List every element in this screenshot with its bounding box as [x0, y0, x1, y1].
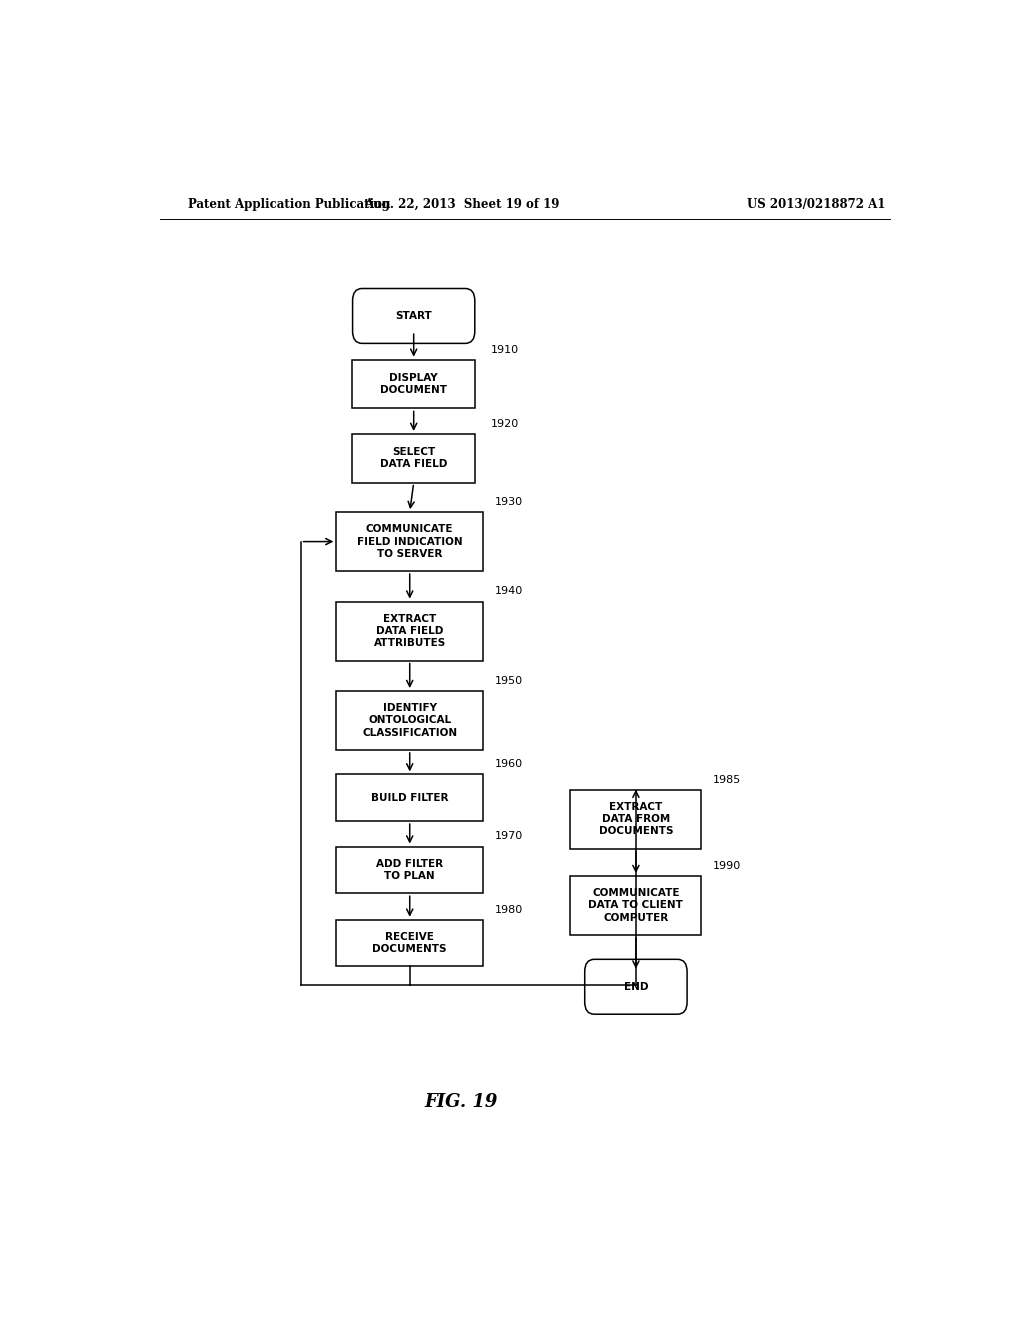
Text: EXTRACT
DATA FROM
DOCUMENTS: EXTRACT DATA FROM DOCUMENTS: [599, 801, 673, 837]
Text: ADD FILTER
TO PLAN: ADD FILTER TO PLAN: [376, 859, 443, 880]
Text: RECEIVE
DOCUMENTS: RECEIVE DOCUMENTS: [373, 932, 447, 954]
FancyBboxPatch shape: [336, 920, 483, 966]
Text: SELECT
DATA FIELD: SELECT DATA FIELD: [380, 447, 447, 470]
Text: END: END: [624, 982, 648, 991]
Text: START: START: [395, 312, 432, 321]
Text: 1910: 1910: [492, 345, 519, 355]
Text: COMMUNICATE
DATA TO CLIENT
COMPUTER: COMMUNICATE DATA TO CLIENT COMPUTER: [589, 888, 683, 923]
Text: Patent Application Publication: Patent Application Publication: [187, 198, 390, 211]
Text: BUILD FILTER: BUILD FILTER: [371, 793, 449, 803]
FancyBboxPatch shape: [352, 289, 475, 343]
Text: 1990: 1990: [714, 861, 741, 871]
FancyBboxPatch shape: [585, 960, 687, 1014]
Text: DISPLAY
DOCUMENT: DISPLAY DOCUMENT: [380, 372, 447, 395]
FancyBboxPatch shape: [336, 690, 483, 750]
Text: IDENTIFY
ONTOLOGICAL
CLASSIFICATION: IDENTIFY ONTOLOGICAL CLASSIFICATION: [362, 704, 458, 738]
Text: 1930: 1930: [495, 498, 523, 507]
FancyBboxPatch shape: [570, 789, 701, 849]
Text: 1960: 1960: [495, 759, 523, 770]
FancyBboxPatch shape: [352, 434, 475, 483]
FancyBboxPatch shape: [570, 876, 701, 935]
Text: COMMUNICATE
FIELD INDICATION
TO SERVER: COMMUNICATE FIELD INDICATION TO SERVER: [357, 524, 463, 558]
FancyBboxPatch shape: [352, 359, 475, 408]
FancyBboxPatch shape: [336, 846, 483, 894]
Text: 1920: 1920: [492, 418, 519, 429]
Text: 1985: 1985: [714, 775, 741, 784]
FancyBboxPatch shape: [336, 775, 483, 821]
Text: 1940: 1940: [495, 586, 523, 597]
Text: 1950: 1950: [495, 676, 523, 686]
Text: EXTRACT
DATA FIELD
ATTRIBUTES: EXTRACT DATA FIELD ATTRIBUTES: [374, 614, 445, 648]
Text: FIG. 19: FIG. 19: [425, 1093, 498, 1110]
Text: 1980: 1980: [495, 904, 523, 915]
FancyBboxPatch shape: [336, 512, 483, 572]
FancyBboxPatch shape: [336, 602, 483, 660]
Text: Aug. 22, 2013  Sheet 19 of 19: Aug. 22, 2013 Sheet 19 of 19: [364, 198, 559, 211]
Text: 1970: 1970: [495, 832, 523, 841]
Text: US 2013/0218872 A1: US 2013/0218872 A1: [748, 198, 886, 211]
